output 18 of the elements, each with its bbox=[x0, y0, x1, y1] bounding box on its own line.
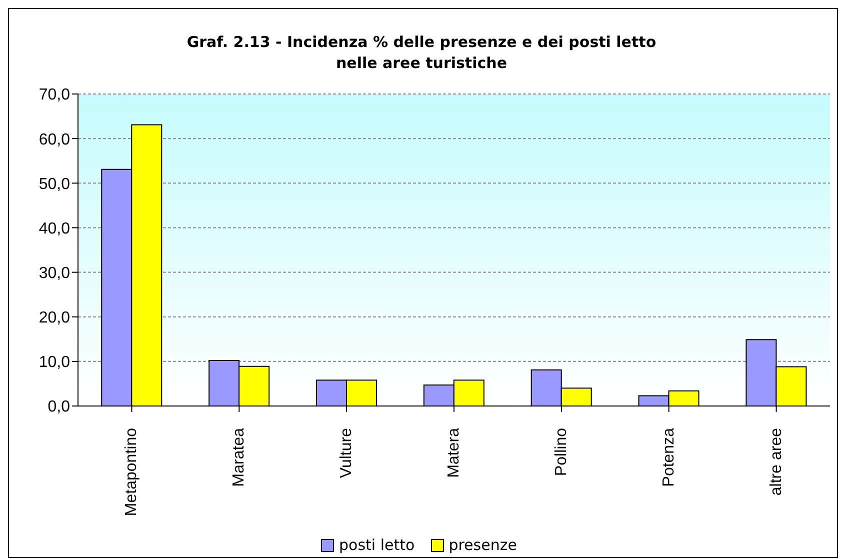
y-tick-label: 40,0 bbox=[38, 220, 70, 238]
x-tick-label: Matera bbox=[446, 428, 462, 478]
y-tick-label: 50,0 bbox=[38, 176, 70, 193]
y-tick-label: 30,0 bbox=[38, 264, 70, 282]
x-tick-label: Pollino bbox=[552, 428, 570, 476]
y-tick-label: 60,0 bbox=[38, 131, 70, 148]
x-tick-label: Maratea bbox=[230, 428, 248, 487]
x-tick-label: altre aree bbox=[768, 428, 785, 496]
y-tick-label: 20,0 bbox=[38, 310, 70, 327]
x-tick-label: Metapontino bbox=[123, 428, 140, 516]
legend-label: presenze bbox=[448, 536, 517, 554]
y-tick-label: 10,0 bbox=[38, 354, 70, 372]
legend-label: posti letto bbox=[339, 536, 415, 554]
y-tick-label: 70,0 bbox=[38, 86, 70, 104]
x-tick-label: Vulture bbox=[338, 428, 356, 478]
y-tick-label: 0,0 bbox=[48, 398, 70, 416]
x-tick-label: Potenza bbox=[660, 428, 678, 487]
chart-title: Graf. 2.13 - Incidenza % delle presenze e dei posti letto nelle aree turistiche bbox=[186, 32, 658, 74]
